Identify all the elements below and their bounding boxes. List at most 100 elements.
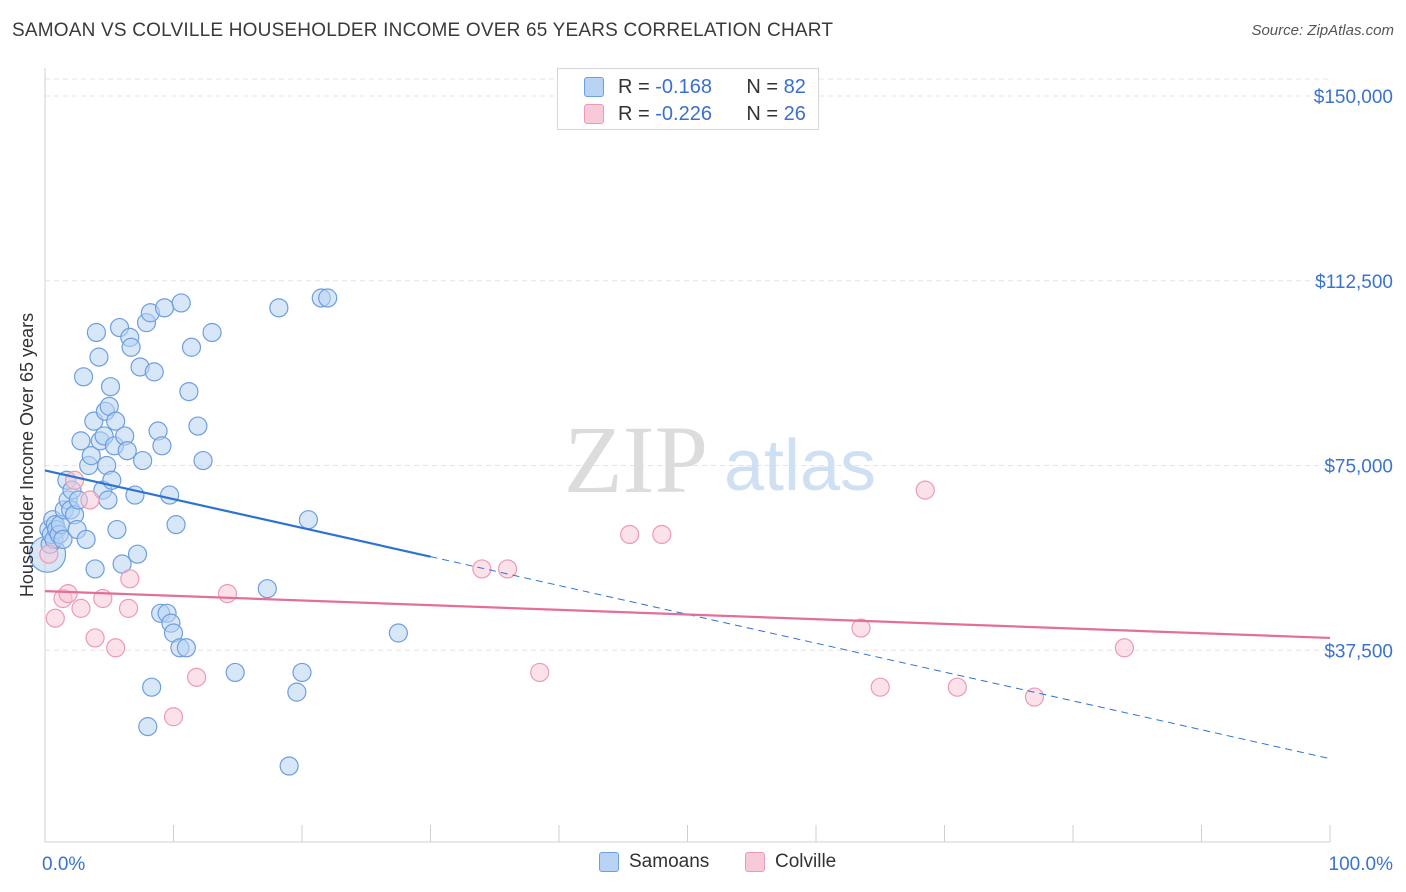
- samoans-trend-line: [44, 469, 431, 558]
- colville-point: [870, 677, 890, 697]
- samoans-point: [81, 446, 101, 466]
- bottom-legend-samoans: Samoans: [599, 851, 709, 873]
- y-tick-label: $150,000: [1314, 87, 1393, 108]
- samoans-point: [257, 579, 277, 599]
- samoans-trend-extension: [430, 556, 1331, 760]
- samoans-point: [292, 662, 312, 683]
- colville-point: [498, 559, 518, 579]
- colville-point: [915, 480, 935, 500]
- samoans-point: [152, 436, 172, 456]
- data-points: [28, 288, 1135, 776]
- legend-n-value: 82: [783, 75, 806, 98]
- gridlines: [45, 78, 1330, 651]
- samoans-point: [202, 322, 222, 343]
- samoans-point: [171, 293, 191, 313]
- legend-r-value: -0.226: [655, 102, 712, 125]
- bottom-legend-label: Colville: [775, 851, 837, 872]
- samoans-point: [388, 623, 408, 643]
- y-axis-title: Householder Income Over 65 years: [17, 313, 37, 597]
- legend-n-label: N =: [746, 75, 779, 98]
- samoans-point: [166, 515, 186, 535]
- samoans-point: [318, 288, 338, 308]
- colville-point: [652, 524, 672, 545]
- colville-point: [45, 608, 65, 628]
- colville-point: [1114, 638, 1135, 658]
- samoans-point: [100, 377, 121, 397]
- samoans-point: [86, 322, 107, 343]
- colville-point: [472, 559, 492, 579]
- samoans-point: [144, 362, 164, 382]
- watermark: ZIP atlas: [564, 406, 876, 513]
- colville-point: [118, 598, 139, 618]
- samoans-point: [98, 490, 118, 510]
- samoans-swatch: [599, 852, 619, 872]
- samoans-point: [73, 367, 94, 387]
- y-tick-label: $75,000: [1324, 457, 1393, 478]
- legend-row-colville: R = -0.226 N = 26: [584, 102, 806, 126]
- samoans-point: [176, 638, 196, 658]
- legend-r-label: R =: [618, 75, 650, 98]
- legend-row-samoans: R = -0.168 N = 82: [584, 75, 806, 99]
- samoans-point: [106, 411, 126, 431]
- y-tick-label: $37,500: [1324, 641, 1393, 662]
- watermark-atlas: atlas: [724, 426, 876, 506]
- colville-point: [71, 598, 91, 618]
- samoans-point: [133, 450, 153, 471]
- samoans-point: [287, 682, 307, 702]
- samoans-point: [89, 347, 109, 367]
- colville-swatch: [584, 104, 604, 124]
- samoans-point: [138, 717, 158, 737]
- samoans-point: [121, 337, 141, 357]
- colville-swatch: [745, 852, 765, 872]
- samoans-point: [298, 510, 319, 530]
- stats-legend: R = -0.168 N = 82 R = -0.226 N = 26: [557, 68, 819, 130]
- colville-point: [106, 638, 126, 658]
- samoans-point: [154, 298, 175, 318]
- samoans-point: [279, 756, 299, 776]
- chart-title: SAMOAN VS COLVILLE HOUSEHOLDER INCOME OV…: [12, 20, 834, 41]
- samoans-point: [85, 559, 105, 579]
- samoans-point: [225, 662, 245, 683]
- x-tick-label: 0.0%: [42, 854, 85, 875]
- colville-trend-line: [44, 590, 1331, 640]
- samoans-point: [188, 416, 208, 436]
- colville-point: [217, 583, 238, 604]
- samoans-point: [127, 544, 148, 564]
- samoans-point: [160, 485, 180, 505]
- legend-r-value: -0.168: [655, 75, 712, 98]
- x-tick-label: 100.0%: [1329, 854, 1394, 875]
- source-credit: Source: ZipAtlas.com: [1251, 22, 1394, 39]
- samoans-point: [142, 677, 162, 697]
- colville-point: [64, 470, 85, 490]
- watermark-zip: ZIP: [564, 406, 708, 513]
- colville-point: [620, 524, 640, 545]
- colville-point: [1024, 687, 1045, 707]
- legend-n-label: N =: [746, 102, 779, 125]
- colville-point: [163, 707, 184, 727]
- colville-point: [530, 662, 550, 683]
- samoans-point: [117, 441, 137, 461]
- colville-point: [120, 569, 140, 589]
- samoans-point: [193, 450, 213, 471]
- samoans-point: [107, 519, 127, 540]
- colville-point: [58, 583, 78, 604]
- axes: [44, 68, 1331, 843]
- samoans-point: [269, 298, 289, 318]
- samoans-point: [112, 554, 132, 574]
- colville-point: [851, 618, 871, 638]
- samoans-swatch: [584, 77, 604, 97]
- trend-lines: [44, 469, 1331, 760]
- axis-labels: $37,500 $75,000 $112,500 $150,000 0.0% 100.0%…: [17, 87, 1393, 875]
- legend-r-label: R =: [618, 102, 650, 125]
- y-tick-label: $112,500: [1315, 272, 1393, 293]
- bottom-legend-colville: Colville: [745, 851, 836, 873]
- samoans-point: [76, 529, 96, 550]
- samoans-point: [179, 382, 199, 402]
- colville-point: [187, 667, 207, 687]
- colville-point: [947, 677, 967, 697]
- samoans-point: [71, 431, 91, 451]
- colville-point: [85, 628, 105, 648]
- legend-n-value: 26: [783, 102, 806, 125]
- bottom-legend-label: Samoans: [629, 851, 710, 872]
